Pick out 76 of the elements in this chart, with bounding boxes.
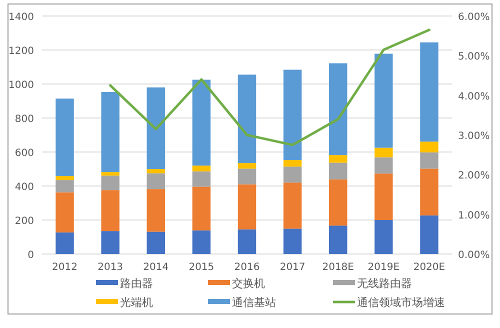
y2-tick-label: 2.00% [458, 170, 490, 182]
bar [329, 226, 348, 254]
bar [56, 176, 74, 180]
bar [238, 168, 256, 184]
y2-tick-label: 4.00% [458, 91, 490, 102]
bar [420, 215, 438, 254]
line-series [109, 28, 430, 146]
y2-tick-label: 6.00% [458, 12, 490, 23]
bar [420, 168, 438, 216]
bar [420, 42, 438, 142]
y-tick-label: 200 [14, 216, 34, 227]
bar [374, 220, 393, 254]
y2-tick-label: 5.00% [458, 52, 490, 63]
bar [192, 186, 211, 230]
bar [56, 180, 74, 192]
bar [283, 160, 302, 167]
y2-tick-label: 3.00% [458, 131, 490, 142]
bar [146, 232, 165, 254]
bar [374, 174, 393, 220]
x-tick-label: 2013 [98, 262, 124, 273]
legend-label: 路由器 [120, 277, 153, 290]
bar [146, 169, 165, 174]
bar [329, 162, 348, 180]
x-tick-label: 2012 [52, 262, 78, 273]
bar [283, 166, 302, 183]
bar [283, 182, 302, 229]
bar [238, 184, 256, 230]
bar [374, 157, 393, 174]
legend-label: 通信领域市场增速 [357, 296, 445, 309]
y2-tick-label: 0.00% [458, 250, 490, 261]
bar [146, 189, 165, 232]
y2-tick-label: 1.00% [458, 210, 490, 222]
bar [374, 148, 393, 158]
x-tick-label: 2018E [322, 262, 354, 273]
x-tick-label: 2015 [188, 262, 214, 273]
bar [101, 176, 120, 190]
bar [146, 87, 165, 169]
bar [374, 54, 393, 148]
x-tick-label: 2016 [234, 262, 260, 273]
y-tick-label: 1000 [8, 80, 34, 91]
bar [101, 190, 120, 232]
legend-label: 无线路由器 [357, 277, 412, 290]
x-tick-label: 2014 [143, 262, 169, 273]
bar [101, 92, 120, 172]
y-tick-label: 0 [28, 250, 34, 261]
bar [420, 142, 438, 152]
bar [192, 80, 211, 166]
x-tick-label: 2020E [413, 262, 446, 273]
x-tick-label: 2019E [368, 262, 400, 273]
bar [420, 152, 438, 169]
y-tick-label: 600 [14, 148, 34, 159]
bar [56, 98, 74, 176]
x-tick-label: 2017 [280, 262, 306, 273]
legend-label: 通信基站 [232, 296, 276, 309]
bar [146, 173, 165, 190]
bar [329, 179, 348, 226]
bar [238, 229, 256, 254]
legend-label: 交换机 [232, 277, 265, 290]
bar [329, 63, 348, 156]
y-tick-label: 400 [14, 182, 34, 193]
bar [192, 230, 211, 254]
bar [238, 74, 256, 164]
bar [192, 171, 211, 187]
y-tick-label: 1400 [8, 12, 34, 23]
y-tick-label: 1200 [8, 46, 34, 57]
bar [192, 166, 211, 172]
y-tick-label: 800 [14, 114, 34, 125]
bar [283, 228, 302, 254]
bar [283, 70, 302, 160]
bar [329, 155, 348, 163]
bar [56, 192, 74, 232]
legend-label: 光端机 [120, 296, 153, 309]
bar [56, 232, 74, 254]
bar [101, 231, 120, 254]
bar [238, 163, 256, 169]
bar [101, 172, 120, 176]
